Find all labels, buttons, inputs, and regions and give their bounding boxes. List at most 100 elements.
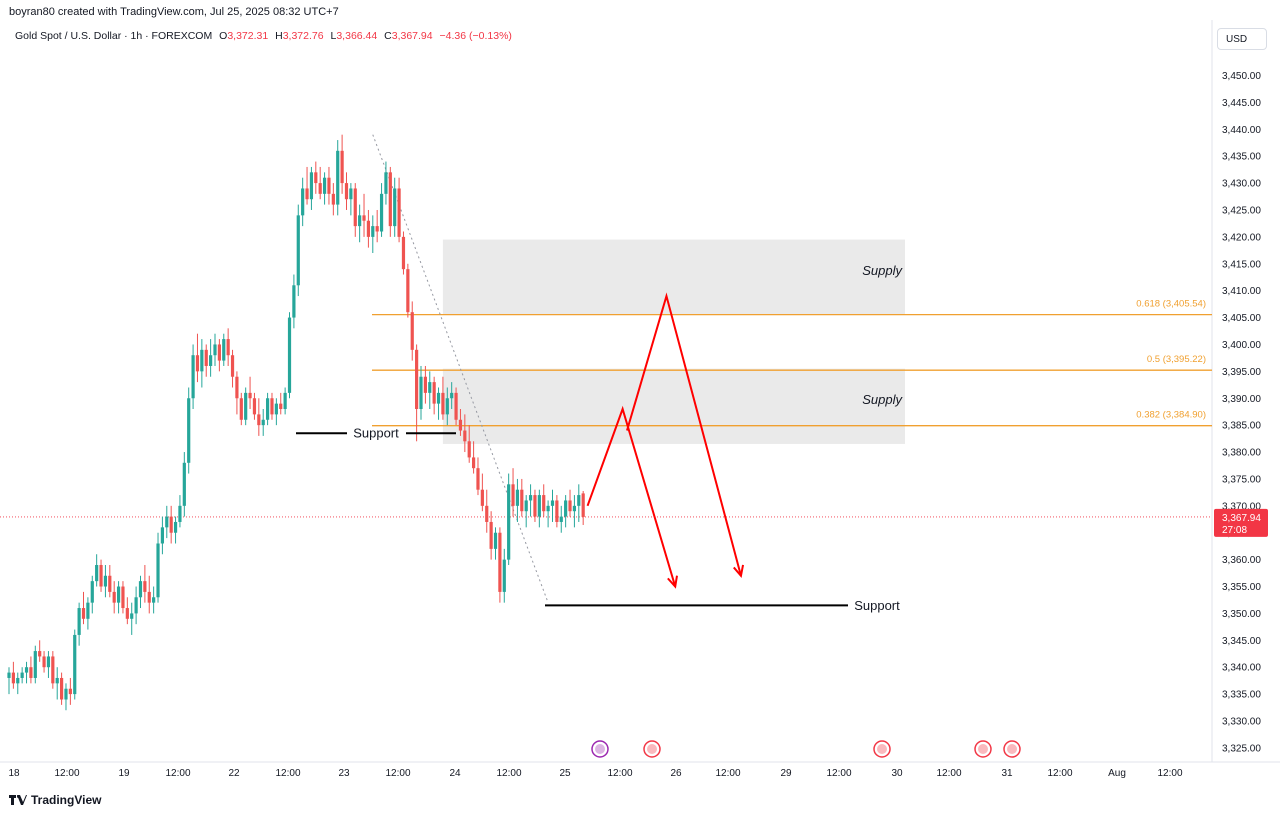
x-tick-label: 31 bbox=[1001, 768, 1013, 779]
candle-body bbox=[471, 457, 476, 469]
y-tick-label: 3,445.00 bbox=[1222, 98, 1261, 109]
tradingview-icon bbox=[9, 795, 27, 805]
candle-body bbox=[95, 565, 99, 582]
candle-body bbox=[336, 150, 340, 205]
candle-body bbox=[441, 392, 445, 415]
candle-body bbox=[419, 376, 423, 410]
x-tick-label: 12:00 bbox=[1157, 768, 1182, 779]
candle-body bbox=[86, 602, 90, 619]
candle-body bbox=[340, 150, 344, 184]
x-tick-label: 25 bbox=[559, 768, 571, 779]
candle-body bbox=[178, 505, 182, 522]
change-value: −4.36 (−0.13%) bbox=[439, 30, 512, 42]
candle-body bbox=[296, 215, 300, 286]
candle-body bbox=[331, 193, 335, 205]
supply-zone-label: Supply bbox=[862, 392, 903, 407]
y-tick-label: 3,360.00 bbox=[1222, 555, 1261, 566]
candle-body bbox=[143, 581, 147, 592]
supply-zone bbox=[442, 239, 905, 315]
close-value: 3,367.94 bbox=[391, 30, 433, 42]
author-credit: boyran80 created with TradingView.com, J… bbox=[9, 6, 339, 18]
y-tick-label: 3,380.00 bbox=[1222, 448, 1261, 459]
candle-body bbox=[235, 376, 239, 399]
candle-body bbox=[20, 672, 24, 678]
open-label: O bbox=[219, 30, 228, 42]
candle-body bbox=[204, 349, 208, 366]
currency-button[interactable]: USD bbox=[1217, 28, 1267, 50]
x-tick-label: 12:00 bbox=[275, 768, 300, 779]
symbol-legend: Gold Spot / U.S. Dollar · 1h · FOREXCOM … bbox=[15, 30, 512, 42]
candle-body bbox=[265, 398, 270, 420]
tradingview-logo[interactable]: TradingView bbox=[9, 793, 101, 807]
candle-body bbox=[147, 591, 151, 603]
candle-body bbox=[195, 355, 200, 372]
x-tick-label: 30 bbox=[891, 768, 903, 779]
candle-body bbox=[498, 532, 502, 592]
support-label: Support bbox=[353, 426, 399, 441]
candle-body bbox=[533, 495, 537, 517]
bar-countdown-label: 27:08 bbox=[1222, 525, 1247, 536]
y-tick-label: 3,400.00 bbox=[1222, 340, 1261, 351]
symbol-name: Gold Spot / U.S. Dollar · 1h · FOREXCOM bbox=[15, 30, 213, 42]
candle-body bbox=[116, 586, 121, 603]
candle-body bbox=[322, 177, 327, 194]
candle-body bbox=[423, 376, 427, 393]
brand-name: TradingView bbox=[31, 793, 102, 807]
candle-body bbox=[244, 392, 248, 420]
candle-body bbox=[314, 172, 318, 184]
candle-body bbox=[165, 516, 169, 528]
high-label: H bbox=[275, 30, 283, 42]
fib-level-label: 0.382 (3,384.90) bbox=[1136, 410, 1206, 421]
earnings-event-icon bbox=[591, 740, 609, 758]
candle-body bbox=[152, 597, 156, 603]
x-tick-label: 26 bbox=[670, 768, 682, 779]
x-tick-label: 18 bbox=[8, 768, 20, 779]
projection-arrow bbox=[586, 405, 677, 587]
candle-body bbox=[230, 355, 235, 377]
low-label: L bbox=[330, 30, 337, 42]
candle-body bbox=[450, 392, 454, 399]
low-value: 3,366.44 bbox=[336, 30, 378, 42]
y-tick-label: 3,435.00 bbox=[1222, 152, 1261, 163]
candle-body bbox=[125, 608, 129, 619]
candle-body bbox=[362, 215, 366, 221]
candle-body bbox=[371, 226, 375, 237]
candle-body bbox=[564, 500, 568, 517]
y-tick-label: 3,405.00 bbox=[1222, 313, 1261, 324]
candle-body bbox=[550, 500, 555, 506]
candle-body bbox=[524, 500, 528, 512]
fib-trendline bbox=[372, 134, 549, 603]
current-price-tag bbox=[1214, 508, 1268, 537]
candle-body bbox=[239, 398, 243, 420]
y-tick-label: 3,330.00 bbox=[1222, 717, 1261, 728]
x-tick-label: 12:00 bbox=[496, 768, 521, 779]
y-tick-label: 3,415.00 bbox=[1222, 259, 1261, 270]
x-tick-label: 12:00 bbox=[54, 768, 79, 779]
event-icon-fill bbox=[877, 744, 887, 754]
candle-body bbox=[507, 484, 511, 560]
candle-body bbox=[217, 344, 221, 361]
event-markers[interactable] bbox=[591, 740, 1021, 758]
candle-body bbox=[581, 493, 585, 517]
candle-body bbox=[542, 495, 546, 512]
candle-body bbox=[274, 403, 278, 415]
candle-body bbox=[463, 430, 467, 442]
candle-body bbox=[138, 581, 143, 598]
event-icon-fill bbox=[595, 744, 605, 754]
us-flag-event-icon bbox=[873, 740, 891, 758]
fib-level-label: 0.618 (3,405.54) bbox=[1136, 299, 1206, 310]
candle-body bbox=[38, 651, 42, 657]
event-icon-fill bbox=[1007, 744, 1017, 754]
candle-body bbox=[436, 392, 441, 404]
x-tick-label: 19 bbox=[118, 768, 130, 779]
candle-body bbox=[485, 505, 489, 522]
candle-body bbox=[401, 236, 406, 270]
candle-body bbox=[68, 688, 72, 695]
current-price-label: 3,367.94 bbox=[1222, 513, 1261, 524]
candle-body bbox=[64, 688, 68, 700]
candle-body bbox=[301, 188, 305, 216]
x-tick-label: 23 bbox=[338, 768, 350, 779]
x-tick-label: 22 bbox=[228, 768, 240, 779]
candle-body bbox=[458, 419, 463, 431]
